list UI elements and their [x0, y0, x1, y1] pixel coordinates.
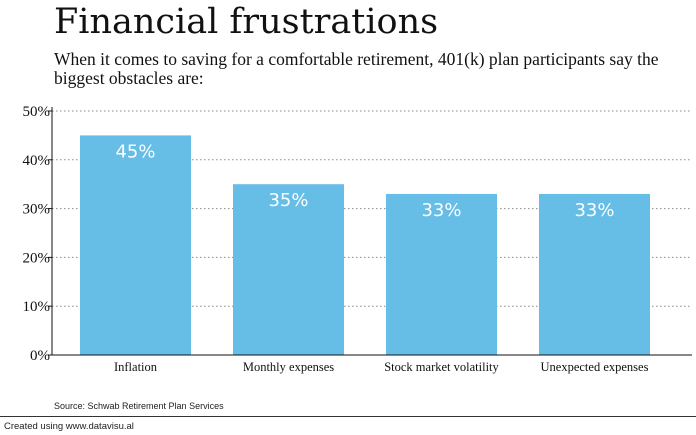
y-tick-label: 20%: [23, 250, 51, 266]
bar: [386, 193, 497, 355]
bar-chart: 0% 10% 20% 30% 40% 50% 45% 35% 33% 33% Inflation…: [23, 104, 692, 374]
chart-title: Financial frustrations: [54, 2, 439, 42]
y-tick-label: 40%: [23, 153, 51, 169]
bar-value-label: 33%: [574, 200, 614, 221]
chart-subtitle: When it comes to saving for a comfortabl…: [54, 49, 659, 88]
x-axis: Inflation Monthly expenses Stock market vo…: [52, 354, 692, 374]
bar: [233, 184, 344, 355]
credit-line: Created using www.datavisu.al: [4, 421, 134, 432]
bar: [539, 193, 650, 355]
x-tick-label: Stock market volatility: [384, 360, 499, 374]
bar-value-label: 45%: [115, 141, 155, 162]
credit-divider: [0, 416, 696, 417]
y-tick-label: 0%: [30, 348, 50, 364]
bar: [80, 135, 191, 355]
x-tick-label: Monthly expenses: [243, 360, 334, 374]
source-note: Source: Schwab Retirement Plan Services: [54, 401, 224, 411]
bars: [80, 135, 650, 355]
value-labels: 45% 35% 33% 33%: [115, 141, 614, 221]
y-tick-label: 50%: [23, 104, 51, 120]
x-tick-label: Inflation: [114, 360, 158, 374]
y-tick-label: 10%: [23, 299, 51, 315]
y-axis: 0% 10% 20% 30% 40% 50%: [23, 104, 53, 364]
bar-value-label: 33%: [421, 200, 461, 221]
x-tick-label: Unexpected expenses: [541, 360, 649, 374]
bar-value-label: 35%: [268, 190, 308, 211]
y-tick-label: 30%: [23, 202, 51, 218]
